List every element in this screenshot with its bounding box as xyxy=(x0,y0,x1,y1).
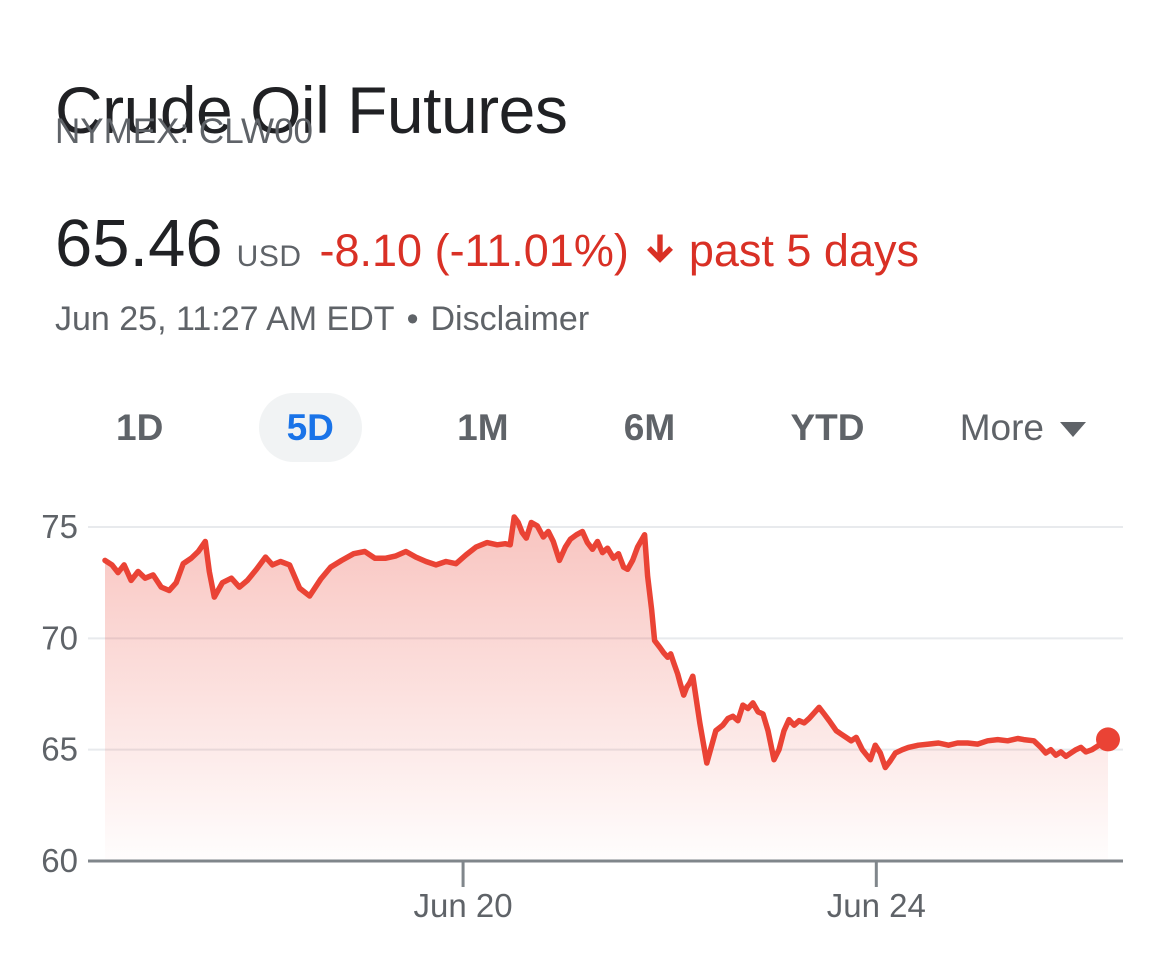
quote-timestamp: Jun 25, 11:27 AM EDT xyxy=(55,300,395,338)
price-chart[interactable]: 60 65 70 75 Jun 20 Jun 24 xyxy=(0,495,1170,949)
quote-row: 65.46 USD -8.10 (-11.01%) past 5 days xyxy=(55,205,919,282)
tab-ytd[interactable]: YTD xyxy=(790,406,865,448)
price-currency: USD xyxy=(236,240,302,273)
page-title: Crude Oil Futures xyxy=(55,73,568,148)
y-axis-label-70: 70 xyxy=(41,619,78,656)
price-area-fill xyxy=(105,517,1108,861)
price-chart-svg[interactable]: 60 65 70 75 Jun 20 Jun 24 xyxy=(0,495,1170,949)
separator-dot: • xyxy=(406,300,419,338)
x-axis-label: Jun 20 xyxy=(414,887,513,924)
tab-5d[interactable]: 5D xyxy=(258,392,362,462)
x-axis-label: Jun 24 xyxy=(827,887,926,924)
tab-1m[interactable]: 1M xyxy=(457,406,509,448)
price-line-series xyxy=(102,514,1111,771)
last-price-dot xyxy=(1096,727,1120,752)
y-axis-label-60: 60 xyxy=(41,842,78,879)
dropdown-arrow-icon xyxy=(1060,421,1086,437)
timestamp-row: Jun 25, 11:27 AM EDT • Disclaimer xyxy=(55,300,589,339)
price-value: 65.46 xyxy=(55,206,223,281)
price-change: -8.10 (-11.01%) xyxy=(319,225,629,276)
exchange-ticker: NYMEX: CLW00 xyxy=(55,112,314,151)
tab-more-label: More xyxy=(959,406,1044,448)
tab-6m[interactable]: 6M xyxy=(623,406,676,448)
tab-1d[interactable]: 1D xyxy=(116,406,164,448)
y-axis-label-65: 65 xyxy=(41,731,78,768)
tab-more[interactable]: More xyxy=(960,409,1086,446)
y-axis-label-75: 75 xyxy=(41,508,78,545)
range-tab-bar: 1D 5D 1M 6M YTD More xyxy=(96,392,1086,462)
disclaimer-link[interactable]: Disclaimer xyxy=(430,300,590,338)
arrow-down-icon xyxy=(641,229,679,267)
price-period-note: past 5 days xyxy=(688,225,919,276)
